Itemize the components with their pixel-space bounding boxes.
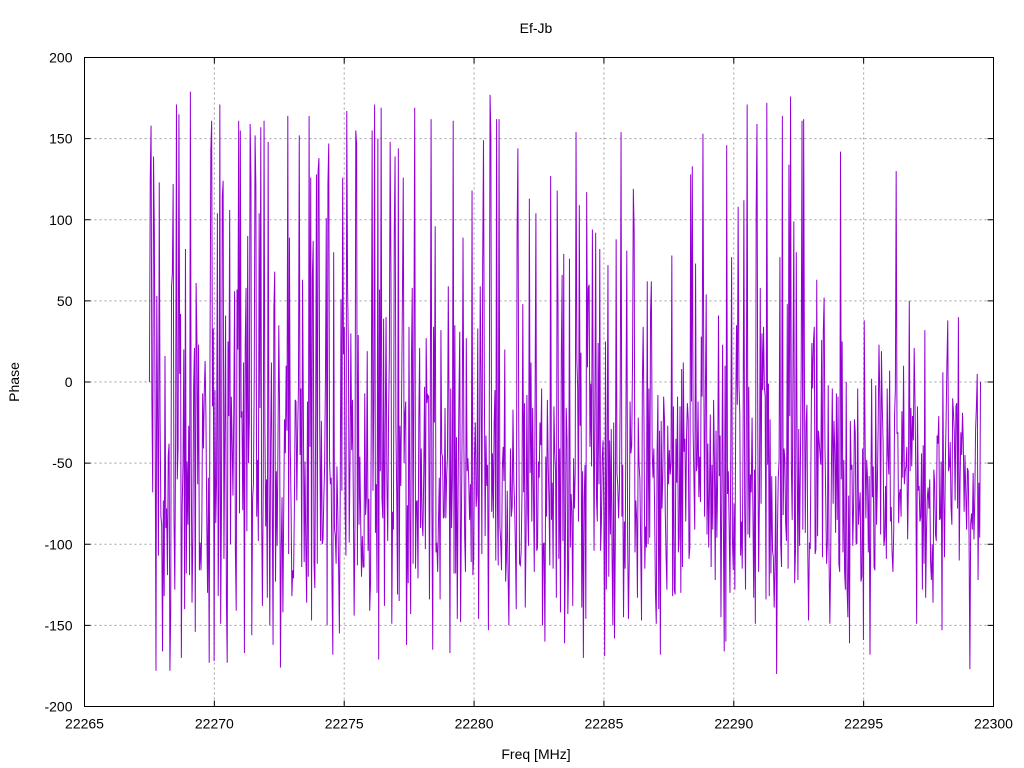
axis-ticks: 22265 22270 22275 22280 22285 22290 22295 22300… xyxy=(44,50,1013,732)
y-tick-label: 150 xyxy=(49,131,73,147)
x-tick-label: 22265 xyxy=(65,716,104,732)
y-tick-label: -100 xyxy=(44,536,72,552)
y-tick-label: -150 xyxy=(44,617,72,633)
x-tick-label: 22285 xyxy=(584,716,623,732)
y-tick-label: 50 xyxy=(57,293,73,309)
y-tick-label: 0 xyxy=(65,374,73,390)
series-line xyxy=(148,91,982,675)
chart-title: Ef-Jb xyxy=(520,20,553,36)
y-tick-label: 100 xyxy=(49,212,73,228)
x-tick-label: 22280 xyxy=(455,716,494,732)
x-tick-label: 22295 xyxy=(844,716,883,732)
x-tick-label: 22270 xyxy=(195,716,234,732)
y-tick-label: 200 xyxy=(49,50,73,66)
x-tick-label: 22300 xyxy=(974,716,1013,732)
y-axis-label: Phase xyxy=(6,362,22,402)
y-tick-label: -200 xyxy=(44,699,72,715)
x-tick-label: 22290 xyxy=(714,716,753,732)
y-tick-label: -50 xyxy=(52,455,72,471)
x-axis-label: Freq [MHz] xyxy=(501,746,570,762)
x-tick-label: 22275 xyxy=(325,716,364,732)
